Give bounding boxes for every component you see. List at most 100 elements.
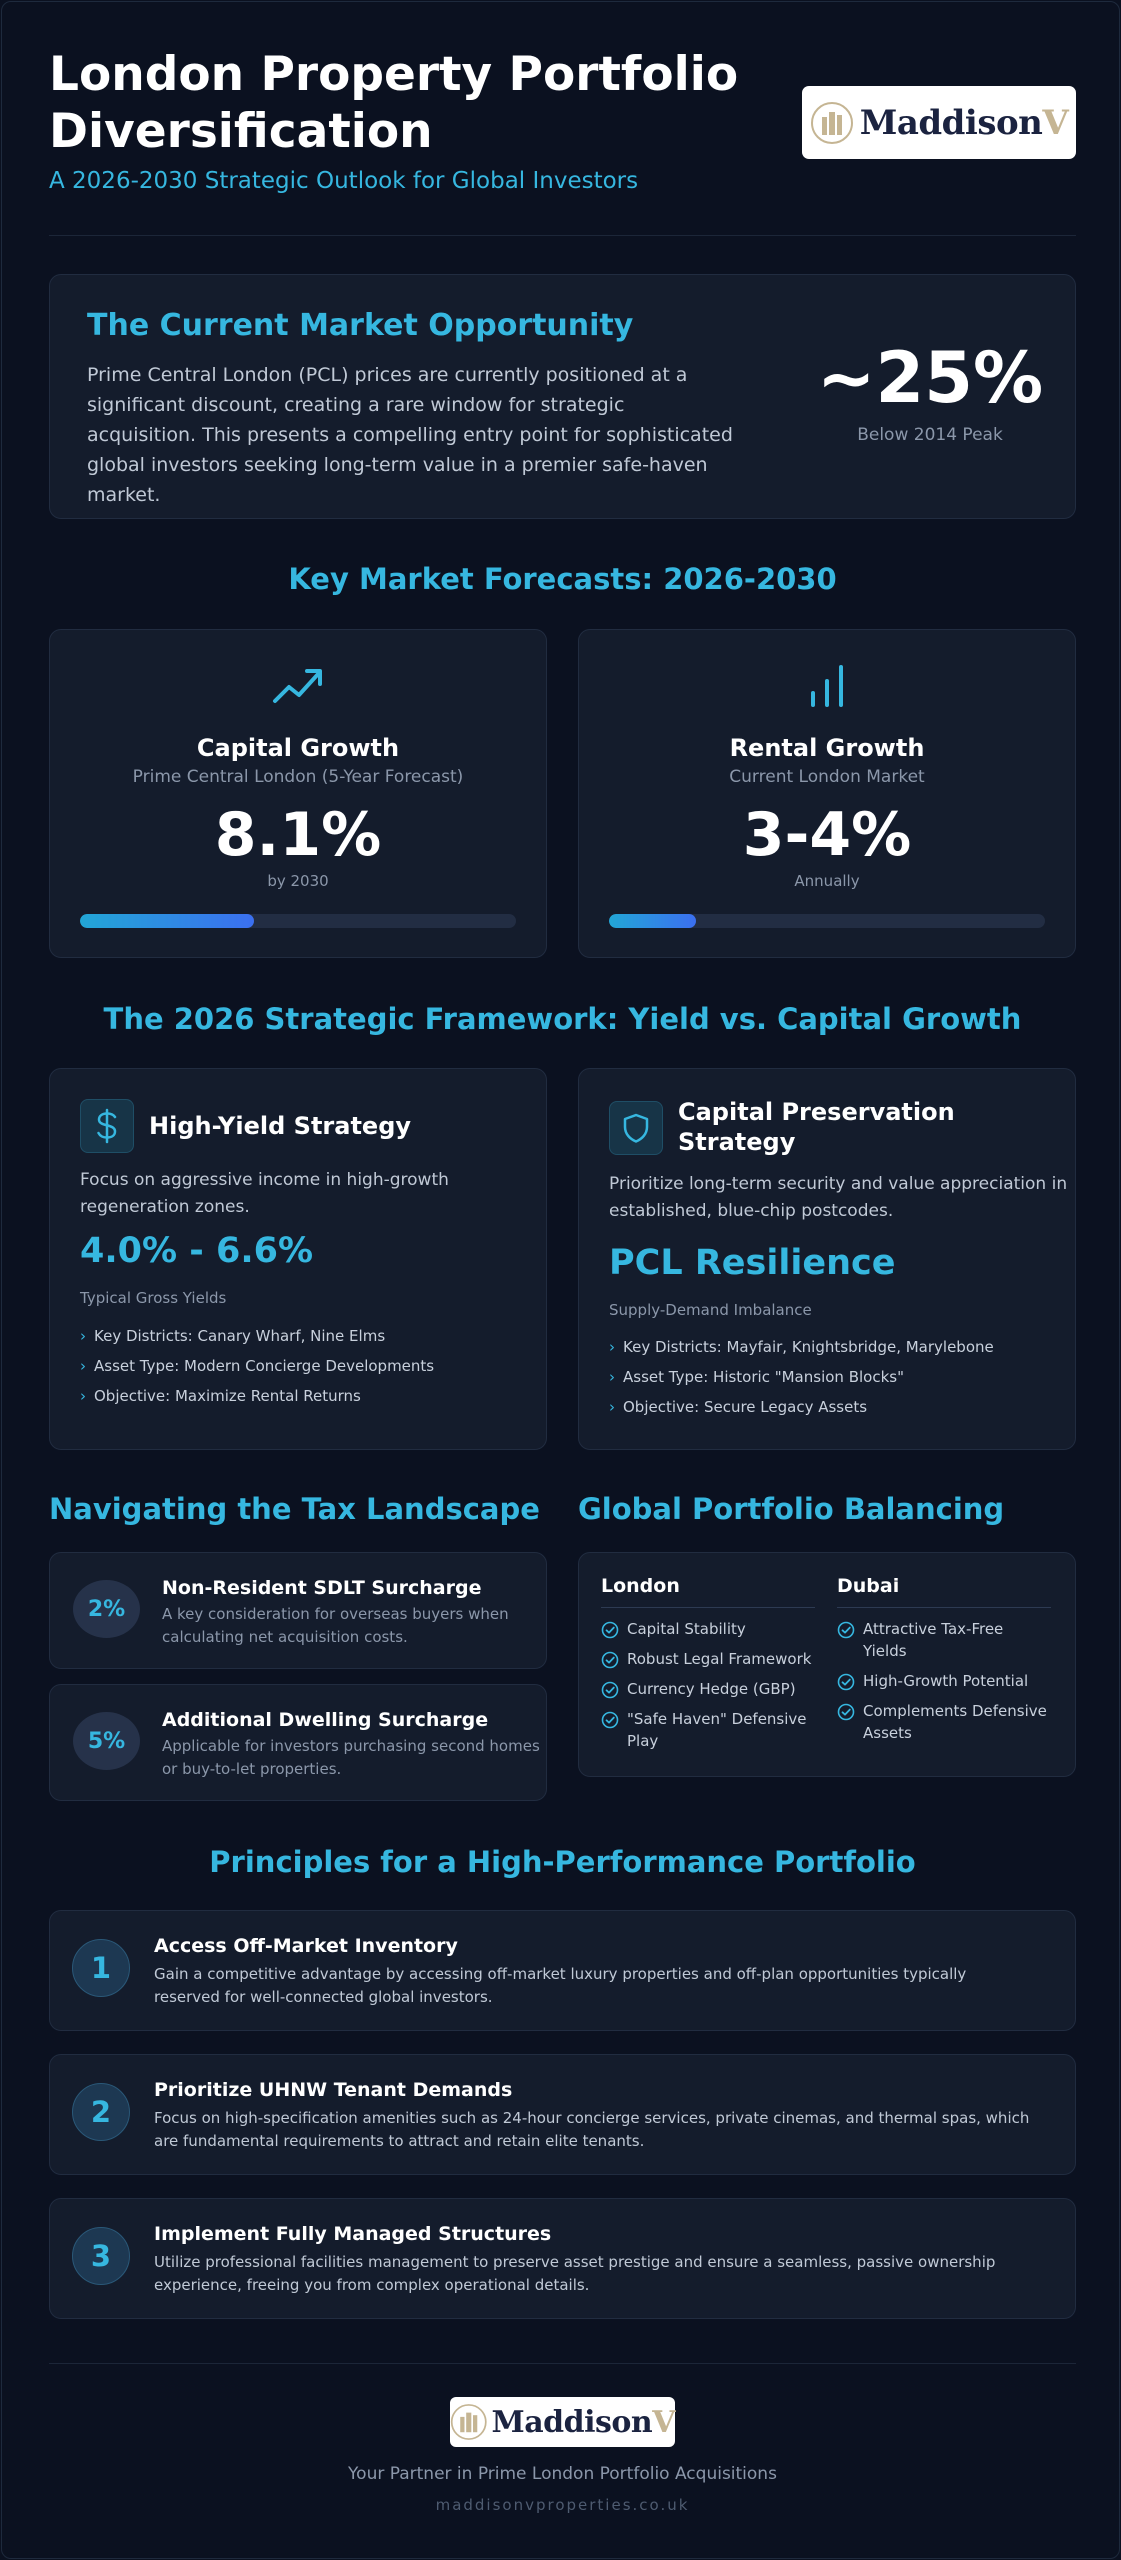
building-logo-icon (810, 101, 853, 144)
forecast-subtitle: Current London Market (729, 767, 925, 787)
check-circle-icon (837, 1703, 855, 1721)
balancing-item-text: Attractive Tax-Free Yields (863, 1620, 1004, 1660)
balancing-item: High-Growth Potential (837, 1670, 1051, 1692)
opportunity-title: The Current Market Opportunity (87, 308, 634, 343)
strategy-point: › Asset Type: Historic "Mansion Blocks" (609, 1362, 994, 1392)
building-logo-icon (450, 2404, 487, 2440)
check-circle-icon (601, 1651, 619, 1669)
forecast-value: 8.1% (214, 800, 382, 870)
tax-item-description: Applicable for investors purchasing seco… (162, 1737, 540, 1778)
balancing-item: Complements Defensive Assets (837, 1700, 1051, 1744)
strategy-icon-box (80, 1099, 134, 1153)
balancing-item-text: "Safe Haven" Defensive Play (627, 1710, 807, 1750)
brand-wordmark: MaddisonV (860, 103, 1069, 143)
chevron-right-icon: › (80, 1387, 86, 1405)
principle-title: Implement Fully Managed Structures (154, 2223, 552, 2245)
divider (49, 2363, 1076, 2364)
strategy-description: Focus on aggressive income in high-growt… (80, 1170, 449, 1217)
footer-url[interactable]: maddisonvproperties.co.uk (435, 2496, 690, 2514)
strategy-point-text: Objective: Secure Legacy Assets (623, 1398, 868, 1416)
tax-badge: 5% (73, 1712, 140, 1770)
framework-title: The 2026 Strategic Framework: Yield vs. … (103, 1002, 1022, 1036)
principle-number: 3 (72, 2227, 130, 2285)
forecast-title: Capital Growth (196, 734, 400, 762)
divider (49, 235, 1076, 236)
check-circle-icon (837, 1621, 855, 1639)
shield-icon (623, 1113, 649, 1143)
principle-title: Access Off-Market Inventory (154, 1935, 458, 1957)
strategy-point: › Objective: Secure Legacy Assets (609, 1392, 994, 1422)
check-circle-icon (601, 1681, 619, 1699)
strategy-point: › Key Districts: Mayfair, Knightsbridge, … (609, 1332, 994, 1362)
check-circle-icon (601, 1711, 619, 1729)
balancing-item-text: Complements Defensive Assets (863, 1702, 1047, 1742)
strategy-point: › Asset Type: Modern Concierge Developmen… (80, 1351, 434, 1381)
tax-item-title: Non-Resident SDLT Surcharge (162, 1577, 482, 1599)
strategy-highlight-caption: Supply-Demand Imbalance (609, 1301, 812, 1319)
footer-tagline: Your Partner in Prime London Portfolio A… (348, 2464, 777, 2484)
tax-item: 5% Additional Dwelling Surcharge Applica… (49, 1684, 547, 1801)
strategy-point-text: Asset Type: Historic "Mansion Blocks" (623, 1368, 904, 1386)
balancing-column-dubai: Dubai Attractive Tax-Free Yields High-Gr… (837, 1575, 1051, 1752)
principle-item: 1 Access Off-Market Inventory Gain a com… (49, 1910, 1076, 2031)
trending-up-icon (273, 669, 322, 703)
forecast-caption: Annually (794, 872, 860, 890)
strategy-point-text: Asset Type: Modern Concierge Development… (94, 1357, 435, 1375)
opportunity-stat-caption: Below 2014 Peak (857, 425, 1003, 445)
strategy-points: › Key Districts: Mayfair, Knightsbridge, … (609, 1332, 994, 1422)
forecast-title: Rental Growth (729, 734, 925, 762)
strategy-point: › Key Districts: Canary Wharf, Nine Elms (80, 1321, 434, 1351)
chevron-right-icon: › (609, 1398, 615, 1416)
chevron-right-icon: › (80, 1357, 86, 1375)
strategy-card-preservation: Capital Preservation Strategy Prioritize… (578, 1068, 1076, 1450)
chevron-right-icon: › (609, 1368, 615, 1386)
tax-item-description: A key consideration for overseas buyers … (162, 1605, 509, 1646)
opportunity-card: The Current Market Opportunity Prime Cen… (49, 274, 1076, 519)
check-circle-icon (601, 1621, 619, 1639)
opportunity-text: Prime Central London (PCL) prices are cu… (87, 364, 733, 506)
balancing-item: Capital Stability (601, 1618, 815, 1640)
forecasts-title: Key Market Forecasts: 2026-2030 (288, 562, 837, 596)
balancing-heading: London (601, 1575, 815, 1608)
chevron-right-icon: › (80, 1327, 86, 1345)
balancing-card: London Capital Stability Robust Legal Fr… (578, 1552, 1076, 1777)
strategy-points: › Key Districts: Canary Wharf, Nine Elms … (80, 1321, 434, 1411)
tax-item: 2% Non-Resident SDLT Surcharge A key con… (49, 1552, 547, 1669)
principle-number: 1 (72, 1939, 130, 1997)
brand-logo[interactable]: MaddisonV (802, 86, 1076, 159)
principles-title: Principles for a High-Performance Portfo… (209, 1845, 916, 1879)
tax-title: Navigating the Tax Landscape (49, 1492, 540, 1526)
balancing-item: Currency Hedge (GBP) (601, 1678, 815, 1700)
balancing-item: "Safe Haven" Defensive Play (601, 1708, 815, 1752)
balancing-title: Global Portfolio Balancing (578, 1492, 1005, 1526)
strategy-point-text: Key Districts: Canary Wharf, Nine Elms (94, 1327, 386, 1345)
strategy-point: › Objective: Maximize Rental Returns (80, 1381, 434, 1411)
balancing-item-text: Currency Hedge (GBP) (627, 1680, 796, 1698)
tax-badge: 2% (73, 1580, 140, 1638)
header: London Property Portfolio Diversificatio… (49, 46, 1076, 196)
forecast-caption: by 2030 (267, 872, 329, 890)
page-subtitle: A 2026-2030 Strategic Outlook for Global… (49, 168, 639, 194)
dollar-icon (97, 1108, 117, 1144)
brand-name: Maddison (859, 102, 1043, 143)
brand-wordmark: MaddisonV (492, 2405, 676, 2440)
check-circle-icon (837, 1673, 855, 1691)
footer-logo[interactable]: MaddisonV (450, 2397, 675, 2447)
principle-item: 2 Prioritize UHNW Tenant Demands Focus o… (49, 2054, 1076, 2175)
strategy-highlight: 4.0% - 6.6% (80, 1231, 314, 1271)
balancing-heading: Dubai (837, 1575, 1051, 1608)
chevron-right-icon: › (609, 1338, 615, 1356)
forecast-card-capital: Capital Growth Prime Central London (5-Y… (49, 629, 547, 958)
principle-description: Utilize professional facilities manageme… (154, 2253, 996, 2294)
strategy-description: Prioritize long-term security and value … (609, 1174, 1068, 1221)
strategy-title: Capital Preservation Strategy (678, 1098, 955, 1156)
balancing-item-text: Capital Stability (627, 1620, 746, 1638)
balancing-item-text: Robust Legal Framework (627, 1650, 812, 1668)
page-title: London Property Portfolio Diversificatio… (49, 47, 739, 159)
balancing-item-text: High-Growth Potential (863, 1672, 1029, 1690)
brand-name: Maddison (491, 2404, 653, 2440)
tax-item-title: Additional Dwelling Surcharge (162, 1709, 489, 1731)
principle-item: 3 Implement Fully Managed Structures Uti… (49, 2198, 1076, 2319)
forecast-progress-fill (609, 914, 697, 928)
